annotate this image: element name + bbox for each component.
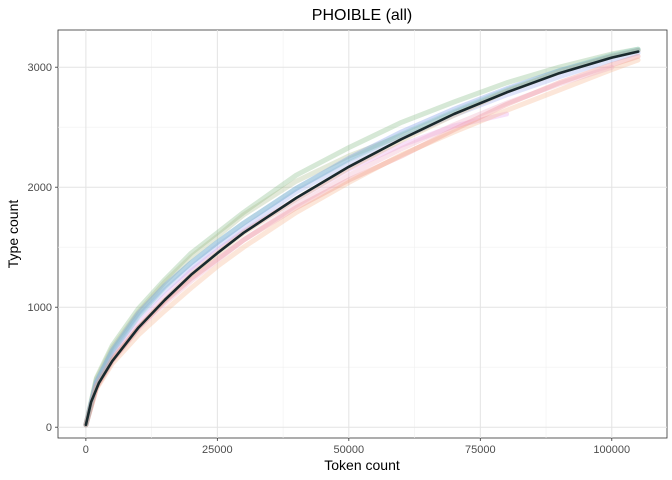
x-tick-label: 0 (83, 444, 89, 456)
y-axis-title: Type count (5, 200, 21, 269)
series-line-1 (83, 46, 641, 428)
series-line-5 (83, 111, 510, 428)
y-tick-label: 2000 (28, 182, 52, 194)
chart-title: PHOIBLE (all) (312, 7, 412, 24)
plot-panel (57, 29, 668, 439)
x-tick-label: 100000 (593, 444, 630, 456)
x-tick-label: 75000 (465, 444, 496, 456)
x-tick-label: 50000 (334, 444, 365, 456)
series-line-10 (83, 46, 641, 428)
x-axis-title: Token count (324, 457, 400, 473)
y-tick-label: 3000 (28, 62, 52, 74)
y-tick-label: 0 (46, 422, 52, 434)
y-tick-label: 1000 (28, 302, 52, 314)
fit-curve (84, 50, 640, 427)
series-line-3 (83, 47, 641, 428)
x-tick-label: 25000 (202, 444, 233, 456)
grid-minor (58, 30, 667, 438)
series-line-4 (83, 50, 641, 428)
series-line-7 (83, 57, 641, 428)
ticks-layer: 0 25000 50000 75000 100000 0 1000 2000 3000 (28, 62, 631, 456)
fit-layer (84, 50, 640, 427)
